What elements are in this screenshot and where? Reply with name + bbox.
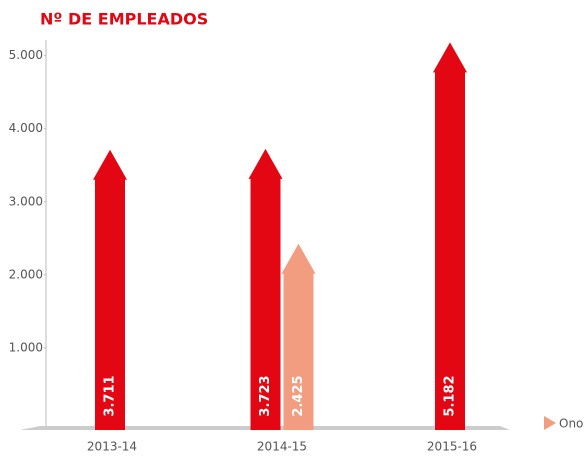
value-label: 2.425 [291,375,306,416]
x-tick-label: 2013-14 [87,440,137,454]
x-tick-label: 2015-16 [427,440,477,454]
y-tick-label: 5.000 [9,48,43,62]
bar [281,243,316,430]
bar [248,148,283,430]
chart-title: Nº DE EMPLEADOS [40,10,208,29]
value-label: 5.182 [443,375,458,416]
value-label: 3.723 [258,375,273,416]
bar [93,149,127,431]
y-tick-label: 3.000 [9,194,43,208]
y-tick-label: 1.000 [9,340,43,354]
legend-label: Ono [559,417,583,431]
value-label: 3.711 [103,375,118,416]
y-tick-label: 4.000 [9,121,43,135]
x-tick-label: 2014-15 [257,440,307,454]
legend-swatch [544,416,556,430]
y-tick-label: 2.000 [9,267,43,281]
bar [433,42,467,431]
